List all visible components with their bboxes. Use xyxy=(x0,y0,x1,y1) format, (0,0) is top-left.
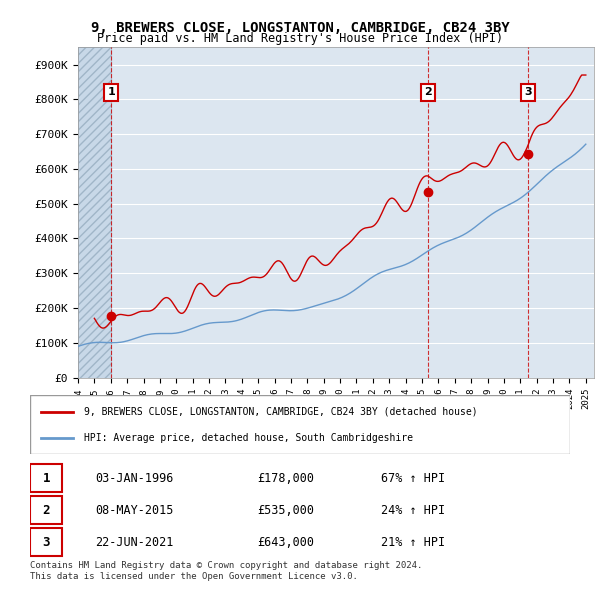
Text: 2: 2 xyxy=(43,504,50,517)
Text: £643,000: £643,000 xyxy=(257,536,314,549)
Bar xyxy=(78,47,111,378)
FancyBboxPatch shape xyxy=(30,464,62,492)
Text: 24% ↑ HPI: 24% ↑ HPI xyxy=(381,504,445,517)
Text: 3: 3 xyxy=(43,536,50,549)
Text: 9, BREWERS CLOSE, LONGSTANTON, CAMBRIDGE, CB24 3BY (detached house): 9, BREWERS CLOSE, LONGSTANTON, CAMBRIDGE… xyxy=(84,407,478,417)
Text: 08-MAY-2015: 08-MAY-2015 xyxy=(95,504,173,517)
Text: This data is licensed under the Open Government Licence v3.0.: This data is licensed under the Open Gov… xyxy=(30,572,358,581)
Text: £535,000: £535,000 xyxy=(257,504,314,517)
Text: 21% ↑ HPI: 21% ↑ HPI xyxy=(381,536,445,549)
Text: Contains HM Land Registry data © Crown copyright and database right 2024.: Contains HM Land Registry data © Crown c… xyxy=(30,560,422,569)
Text: 2: 2 xyxy=(424,87,432,97)
Text: HPI: Average price, detached house, South Cambridgeshire: HPI: Average price, detached house, Sout… xyxy=(84,433,413,442)
FancyBboxPatch shape xyxy=(30,496,62,525)
Text: 67% ↑ HPI: 67% ↑ HPI xyxy=(381,472,445,485)
Bar xyxy=(78,47,111,378)
Text: 9, BREWERS CLOSE, LONGSTANTON, CAMBRIDGE, CB24 3BY: 9, BREWERS CLOSE, LONGSTANTON, CAMBRIDGE… xyxy=(91,21,509,35)
Text: 3: 3 xyxy=(524,87,532,97)
Text: Price paid vs. HM Land Registry's House Price Index (HPI): Price paid vs. HM Land Registry's House … xyxy=(97,32,503,45)
Text: £178,000: £178,000 xyxy=(257,472,314,485)
FancyBboxPatch shape xyxy=(30,395,570,454)
Text: 1: 1 xyxy=(107,87,115,97)
FancyBboxPatch shape xyxy=(30,529,62,556)
Text: 1: 1 xyxy=(43,472,50,485)
Text: 03-JAN-1996: 03-JAN-1996 xyxy=(95,472,173,485)
Text: 22-JUN-2021: 22-JUN-2021 xyxy=(95,536,173,549)
